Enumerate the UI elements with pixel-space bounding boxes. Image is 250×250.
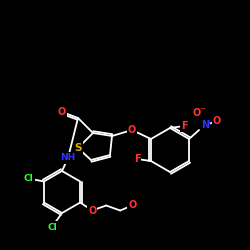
- Text: N: N: [201, 120, 209, 130]
- Text: O: O: [128, 125, 136, 135]
- Text: O: O: [213, 116, 221, 126]
- Text: O: O: [128, 200, 136, 210]
- Text: −: −: [199, 106, 205, 112]
- Text: O: O: [193, 108, 201, 118]
- Text: +: +: [206, 120, 212, 124]
- Text: S: S: [74, 143, 82, 153]
- Text: F: F: [181, 121, 187, 131]
- Text: F: F: [134, 154, 140, 164]
- Text: NH: NH: [60, 154, 76, 162]
- Text: Cl: Cl: [47, 222, 57, 232]
- Text: O: O: [88, 206, 96, 216]
- Text: O: O: [58, 107, 66, 117]
- Text: Cl: Cl: [24, 174, 34, 183]
